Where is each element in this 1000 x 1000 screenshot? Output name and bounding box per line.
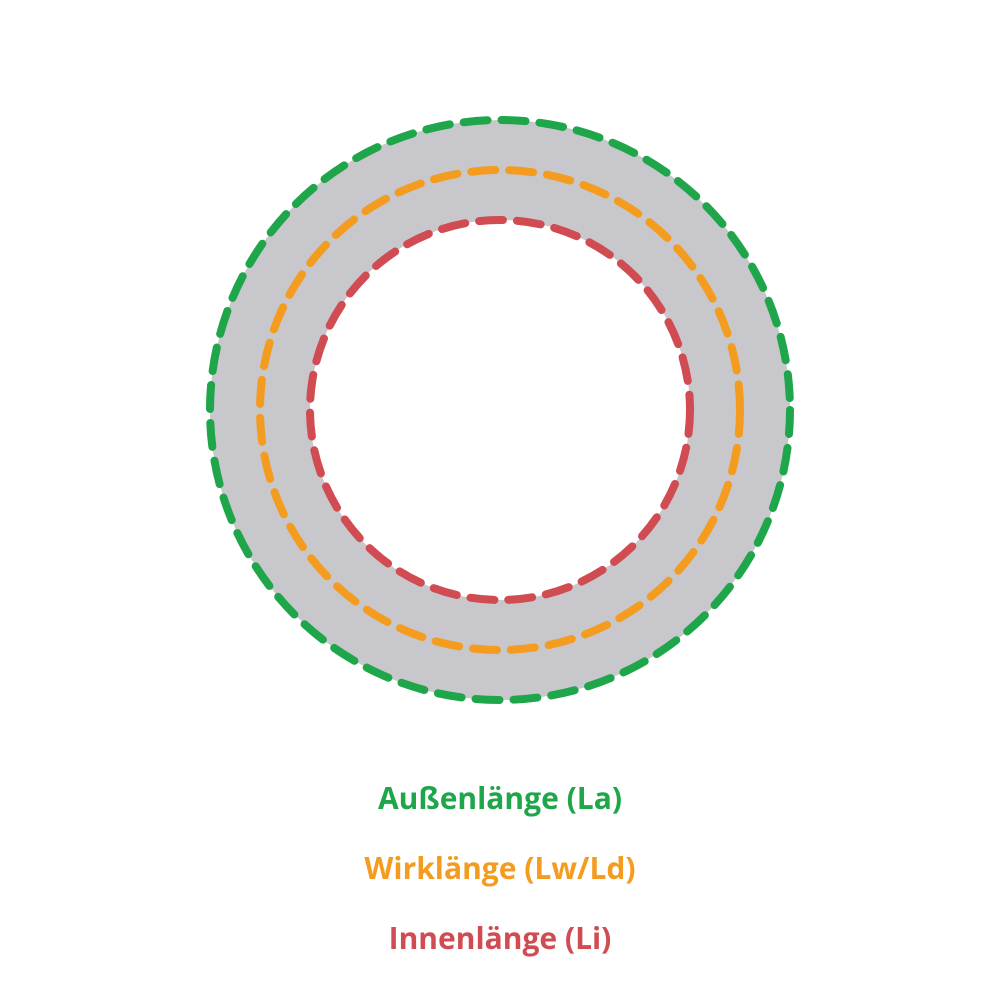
inner-circle <box>310 220 690 600</box>
legend-inner: Innenlänge (Li) <box>0 920 1000 956</box>
legend-outer: Außenlänge (La) <box>0 780 1000 816</box>
legend-middle: Wirklänge (Lw/Ld) <box>0 850 1000 886</box>
